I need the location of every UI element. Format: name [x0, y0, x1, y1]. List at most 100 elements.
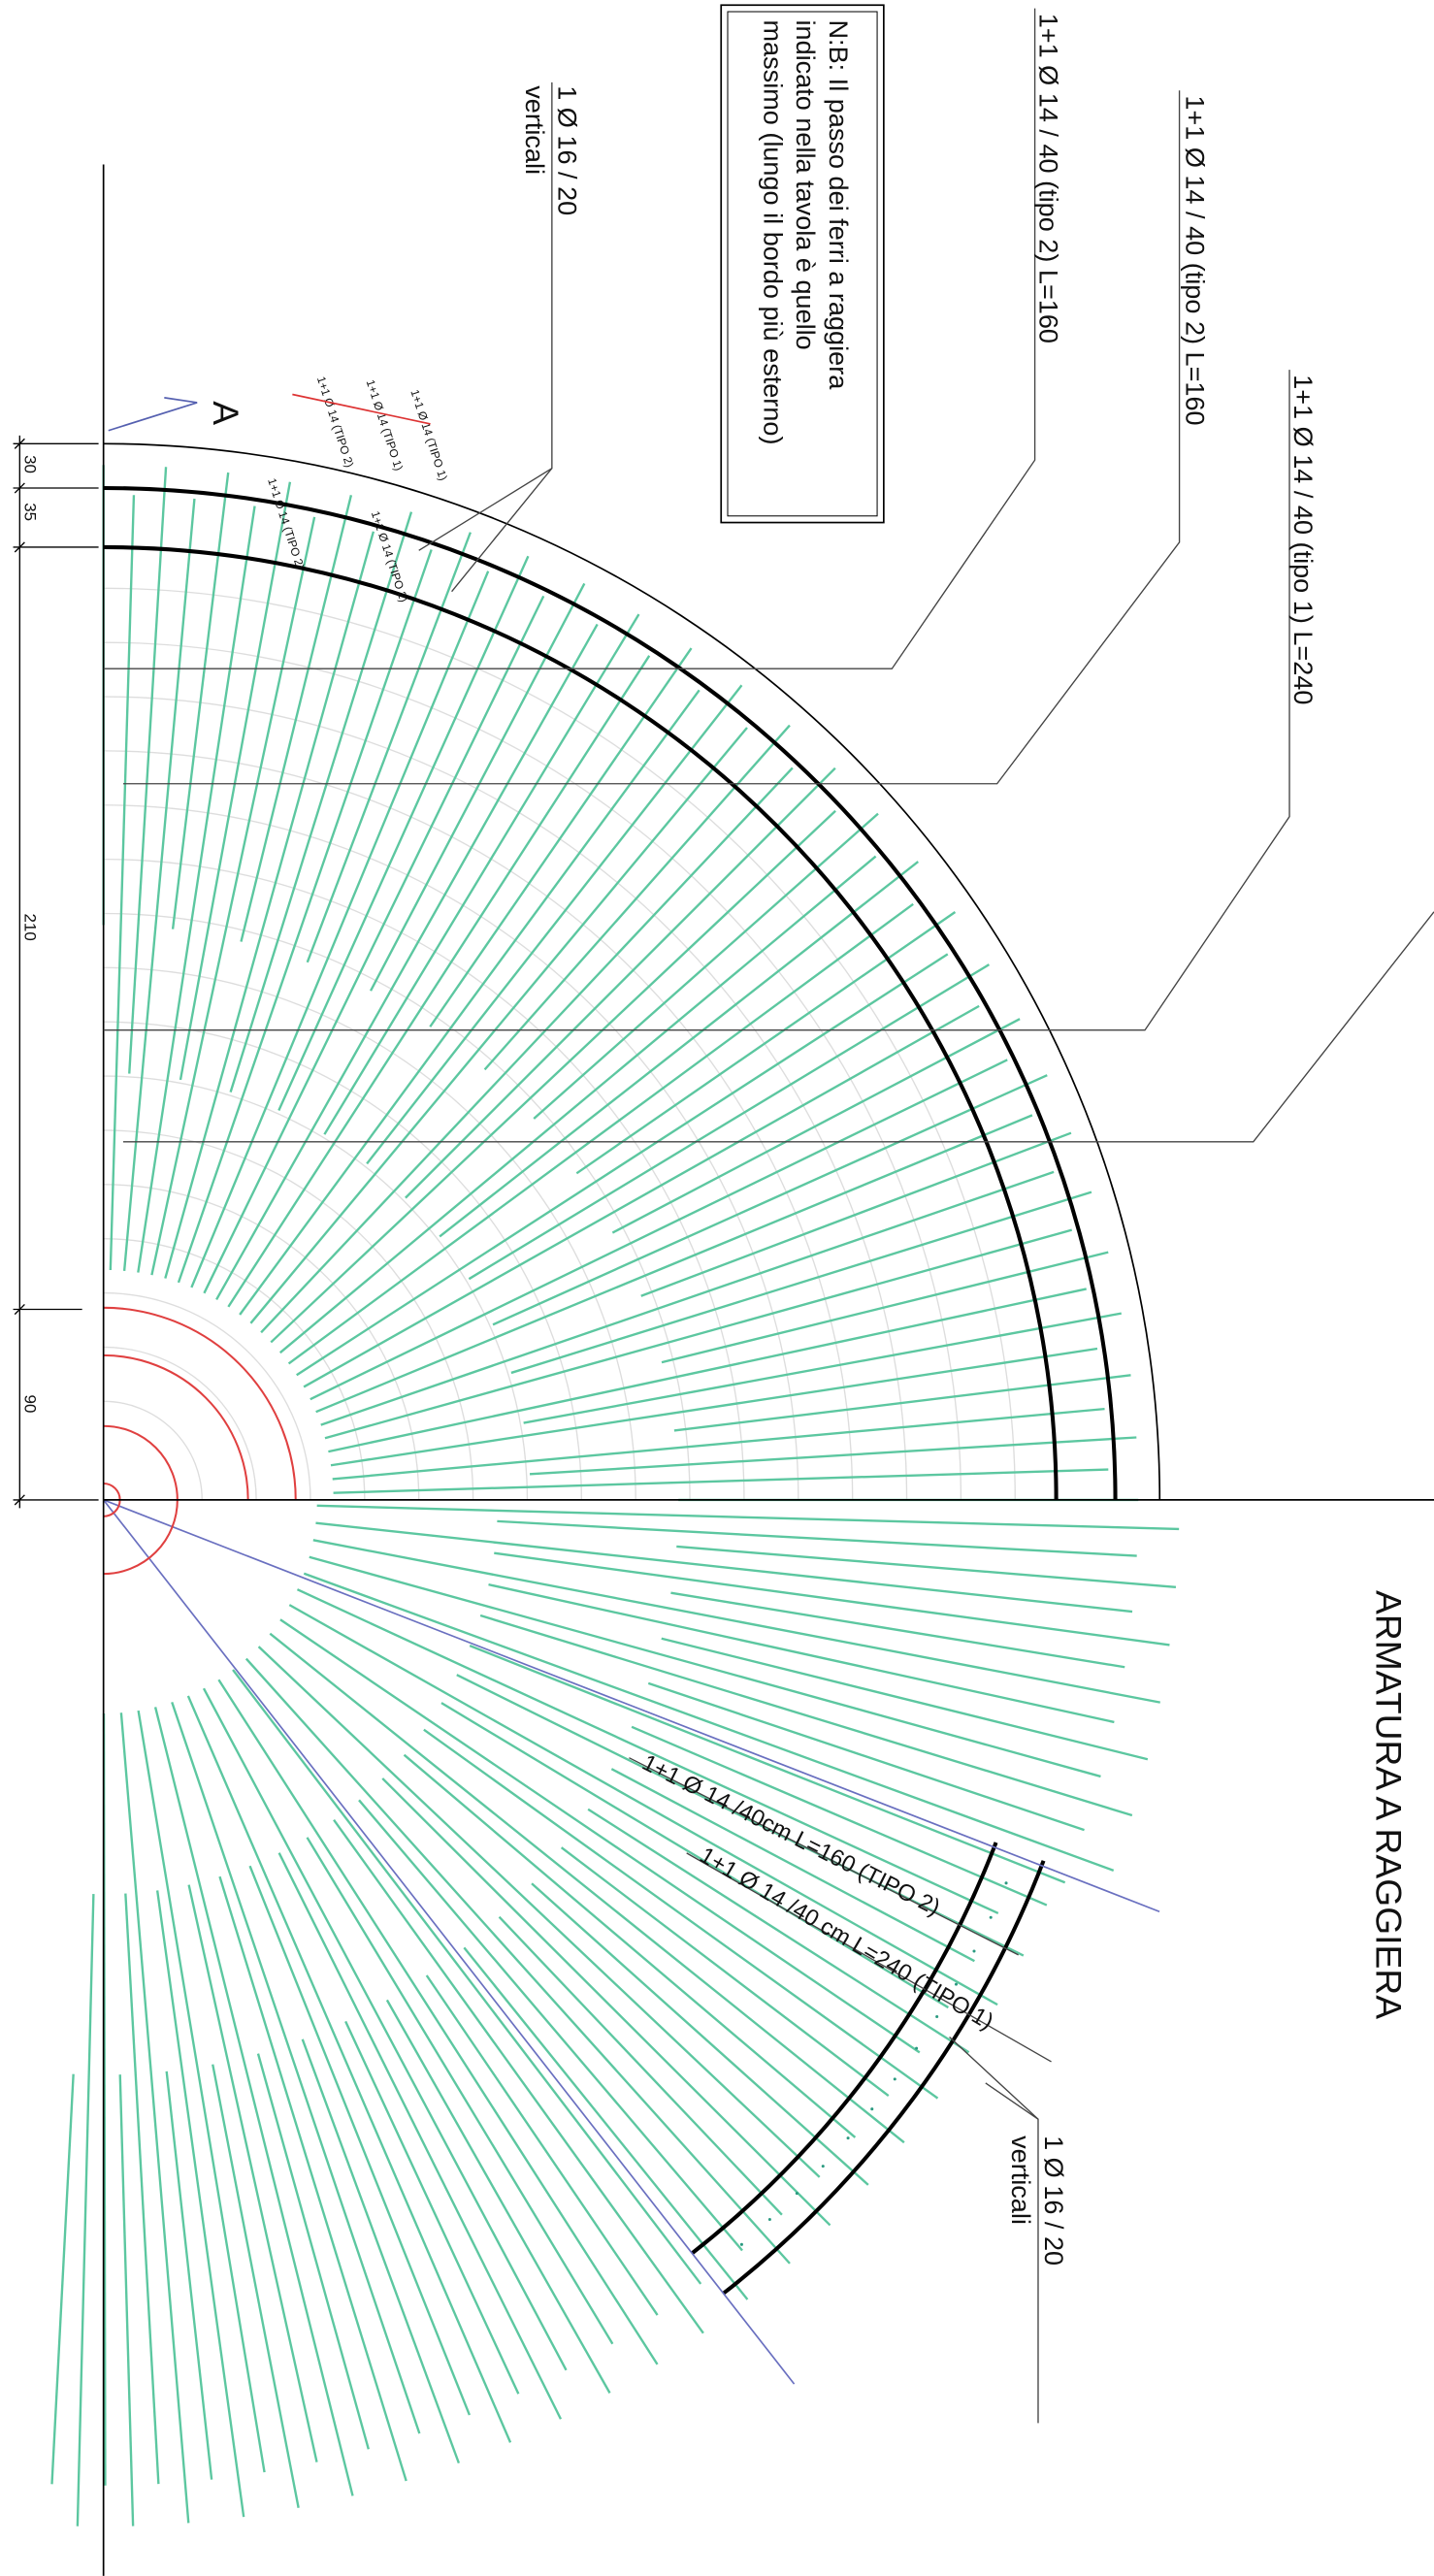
- radial-bar: [673, 1374, 1131, 1432]
- radial-bar: [661, 1637, 1149, 1761]
- radial-bar: [369, 582, 586, 992]
- vertical-bar-dot: [954, 1982, 959, 1986]
- small-label: 1+1 Ø 14 (TIPO 2): [314, 375, 357, 469]
- callout-label: 1+1 Ø 14 / 40 (tipo 1) L=240: [1288, 375, 1319, 704]
- radial-bar: [229, 511, 413, 1092]
- radial-bar: [344, 2020, 520, 2395]
- wall-ring: [103, 544, 1059, 1500]
- wall-ring: [691, 1842, 998, 2255]
- wall-ring: [103, 485, 1118, 1500]
- radial-bar: [385, 1999, 611, 2394]
- grid-arc: [103, 1238, 366, 1500]
- radial-bar: [405, 766, 836, 1199]
- note-line: massimo (lungo il bordo più esterno): [758, 19, 788, 444]
- radial-bar: [303, 1572, 1115, 1873]
- radial-bar: [440, 1702, 949, 2009]
- radial-bar: [494, 1551, 1170, 1647]
- radial-bar: [171, 1701, 421, 2434]
- radial-bar: [560, 1846, 890, 2097]
- radial-bar: [124, 1893, 160, 2485]
- radial-bar: [240, 495, 353, 942]
- dimension-line: [13, 435, 99, 1509]
- radial-bar: [109, 495, 136, 1271]
- radial-bar: [358, 1799, 743, 2252]
- radial-bar: [270, 809, 836, 1344]
- radial-bar: [647, 1681, 1085, 1832]
- radial-bar: [217, 1679, 659, 2365]
- radial-bar: [661, 1251, 1109, 1364]
- radial-bar: [165, 2071, 213, 2480]
- dimension-label: 30: [20, 455, 39, 473]
- radial-bar: [498, 1915, 783, 2216]
- radial-bar: [533, 812, 879, 1120]
- vertical-bar-dot: [821, 2165, 825, 2168]
- radial-bar: [483, 724, 791, 1071]
- radial-bar: [137, 505, 256, 1273]
- radial-bar: [323, 613, 640, 1135]
- grid-arc: [103, 1075, 529, 1500]
- radial-bar: [439, 861, 919, 1238]
- small-label: 1+1 Ø 14 (TIPO 2): [265, 476, 308, 571]
- vertical-bar-dot: [767, 2217, 771, 2222]
- radial-bar: [50, 2073, 75, 2485]
- small-marker: [292, 393, 431, 425]
- radial-bar: [463, 1946, 749, 2300]
- radial-bar: [381, 1777, 831, 2227]
- dimension-label: 35: [20, 503, 39, 521]
- radial-bar: [312, 1539, 1160, 1704]
- radial-bar: [227, 655, 651, 1308]
- radial-bar: [310, 1059, 1008, 1401]
- radial-bar: [137, 1710, 266, 2473]
- radial-bar: [403, 1753, 857, 2138]
- section-line: [164, 397, 198, 404]
- vertical-bar-dot: [989, 1915, 993, 1919]
- radial-bar: [202, 1687, 568, 2371]
- leader-line: [629, 1757, 1019, 1956]
- radial-bar: [296, 953, 949, 1377]
- section-line: [103, 1499, 1160, 1913]
- radial-bar: [122, 498, 196, 1271]
- radial-bar: [179, 481, 292, 1081]
- radial-bar: [118, 2074, 135, 2527]
- radial-bar: [306, 1837, 614, 2345]
- callout-label: 1+1 Ø 14 / 40 (tipo 2) L=160: [1180, 95, 1210, 425]
- radial-bar: [171, 472, 230, 929]
- vertical-bar-dot: [972, 1949, 976, 1953]
- vertical-bar-dot: [795, 2192, 798, 2196]
- radial-bar: [531, 1882, 869, 2186]
- note-box: [720, 4, 885, 524]
- small-label: 1+1 Ø 14 (TIPO 1): [407, 388, 450, 482]
- radial-bar: [523, 1312, 1123, 1424]
- radial-bar: [488, 1582, 1115, 1724]
- radial-bar: [203, 595, 545, 1294]
- radial-bar: [153, 1707, 354, 2496]
- radial-bar: [456, 1674, 1025, 1957]
- radial-bar: [333, 1468, 1109, 1494]
- note-line: N:B: Il passo dei ferri a raggiera: [824, 19, 854, 390]
- radial-bar: [423, 1728, 939, 2100]
- radial-bar: [529, 1436, 1137, 1476]
- dimension-label: 90: [20, 1395, 39, 1414]
- vertical-bar-dot: [870, 2107, 874, 2111]
- radial-bar: [425, 1974, 659, 2316]
- radial-bar: [315, 1114, 1033, 1414]
- radial-bar: [288, 1604, 998, 2006]
- radial-bar: [676, 1545, 1177, 1588]
- radial-bar: [260, 766, 794, 1334]
- grid-arc: [103, 1346, 257, 1500]
- grid-arc: [103, 1129, 474, 1500]
- geometry: [50, 442, 1180, 2527]
- radial-bar: [320, 1170, 1055, 1426]
- radial-bar: [610, 1768, 975, 1963]
- wall-ring: [722, 1860, 1046, 2296]
- vertical-bar-dot: [935, 2014, 939, 2019]
- radial-bar: [330, 1347, 1098, 1467]
- radial-bar: [510, 1190, 1092, 1375]
- radial-bar: [287, 902, 914, 1365]
- radial-bar: [575, 911, 957, 1175]
- radial-bar: [631, 1725, 1048, 1907]
- vertical-label: verticali: [1006, 2136, 1036, 2225]
- radial-bar: [587, 1808, 970, 2054]
- radial-bar: [128, 467, 168, 1074]
